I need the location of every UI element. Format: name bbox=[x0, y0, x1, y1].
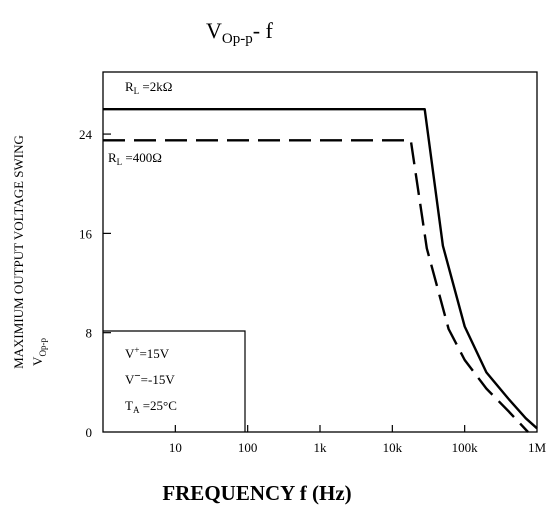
axis-ticks: 10 100 1k 10k 100k 1M 0 8 16 24 bbox=[79, 127, 546, 455]
x-axis-label: FREQUENCY f (Hz) bbox=[162, 481, 351, 505]
condition-vplus: V+=15V bbox=[125, 345, 170, 361]
series-label-400-rest: =400Ω bbox=[122, 150, 162, 165]
series-label-2k: RL =2kΩ bbox=[125, 79, 172, 96]
y-tick-label-0: 0 bbox=[86, 425, 93, 440]
series-line-2k bbox=[103, 107, 538, 430]
condition-vminus-sup: − bbox=[134, 370, 140, 382]
chart-title-suffix: - f bbox=[253, 18, 274, 43]
conditions-box-border bbox=[103, 330, 246, 432]
y-axis-symbol-main: V bbox=[30, 356, 45, 366]
condition-vplus-main: V bbox=[125, 346, 135, 361]
data-series bbox=[103, 107, 538, 433]
series-label-2k-sub: L bbox=[134, 86, 140, 96]
x-tick-label-10: 10 bbox=[169, 440, 182, 455]
condition-vminus-rest: =-15V bbox=[141, 372, 176, 387]
chart-title: VOp-p- f bbox=[206, 18, 274, 47]
series-label-2k-rest: =2kΩ bbox=[139, 79, 172, 94]
series-label-400: RL =400Ω bbox=[108, 150, 162, 167]
condition-ta-sub: A bbox=[133, 405, 140, 415]
y-tick-label-16: 16 bbox=[79, 226, 93, 241]
x-tick-label-1M: 1M bbox=[528, 440, 547, 455]
y-tick-label-24: 24 bbox=[79, 127, 93, 142]
y-axis-symbol: VOp-p bbox=[30, 338, 48, 366]
condition-vplus-rest: =15V bbox=[139, 346, 169, 361]
series-label-400-sub: L bbox=[117, 157, 123, 167]
chart-title-sub: Op-p bbox=[222, 31, 253, 47]
condition-vplus-sup: + bbox=[134, 345, 139, 355]
condition-ta-rest: =25°C bbox=[139, 398, 176, 413]
condition-vminus-main: V bbox=[125, 372, 135, 387]
x-tick-label-10k: 10k bbox=[383, 440, 403, 455]
x-tick-label-100k: 100k bbox=[452, 440, 479, 455]
condition-ta: TA =25°C bbox=[125, 398, 177, 415]
chart-title-main: V bbox=[206, 18, 222, 43]
y-axis-symbol-sub: Op-p bbox=[38, 338, 48, 357]
x-tick-label-1k: 1k bbox=[314, 440, 328, 455]
condition-vminus: V−=-15V bbox=[125, 370, 175, 387]
series-line-400 bbox=[103, 139, 529, 433]
y-tick-label-8: 8 bbox=[86, 326, 93, 341]
y-axis-label: MAXIMIUM OUTPUT VOLTAGE SWING bbox=[11, 135, 26, 369]
series-label-2k-main: R bbox=[125, 79, 134, 94]
series-label-400-main: R bbox=[108, 150, 117, 165]
condition-ta-main: T bbox=[125, 398, 133, 413]
x-tick-label-100: 100 bbox=[238, 440, 258, 455]
conditions-box: V+=15V V−=-15V TA =25°C bbox=[103, 330, 246, 432]
